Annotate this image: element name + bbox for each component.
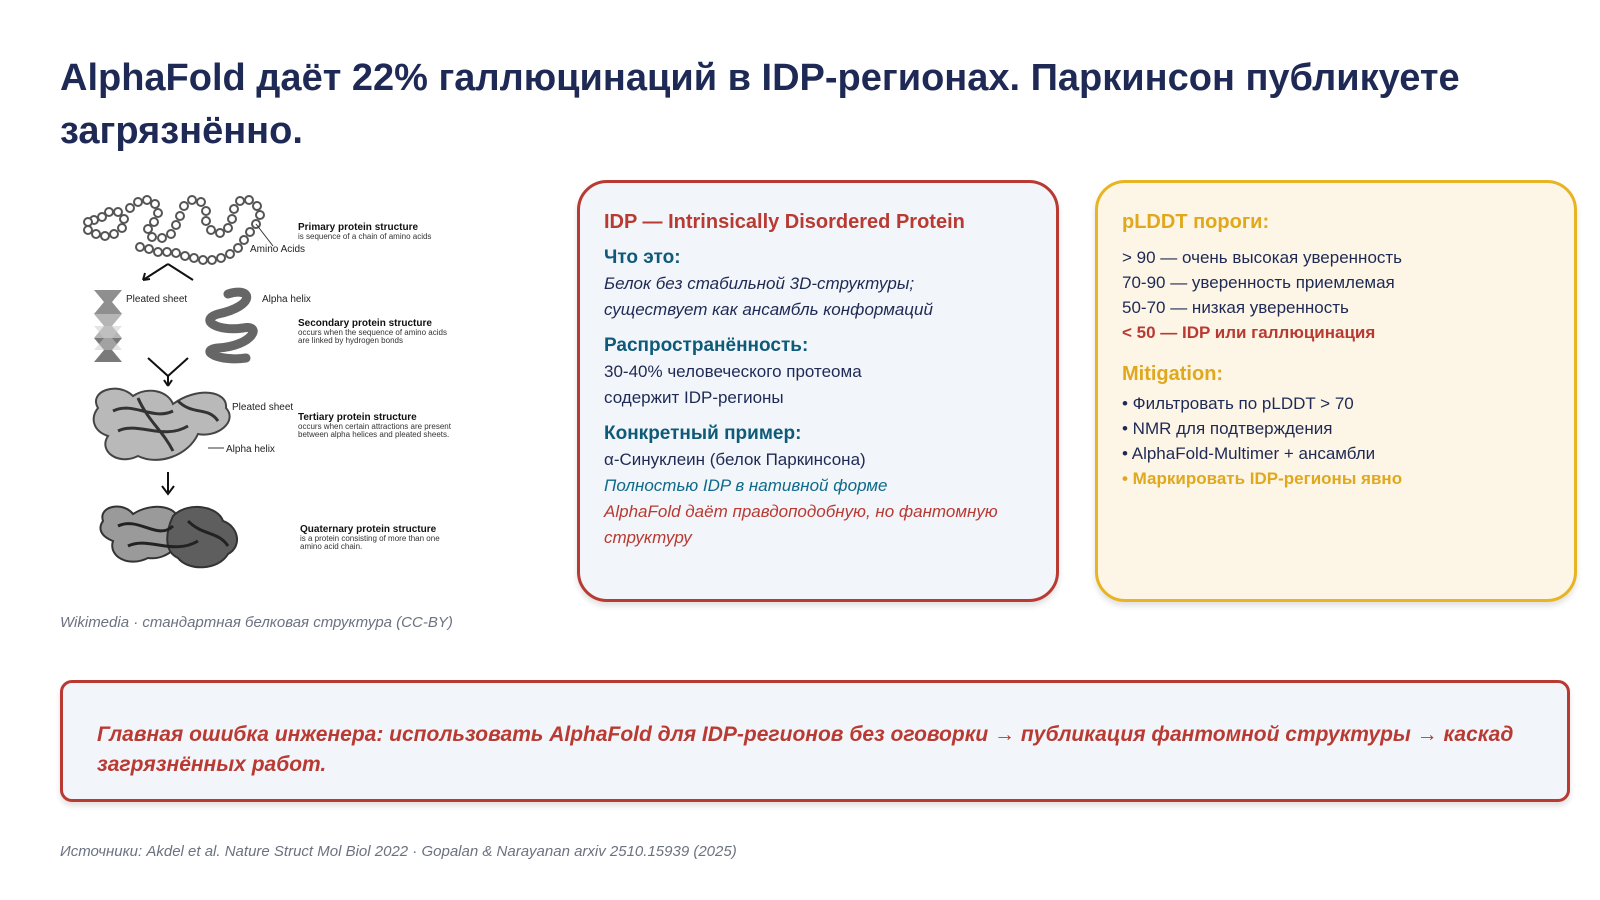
primary-bead-chain: [83, 195, 265, 265]
idp-definition-block: Что это: Белок без стабильной 3D-структу…: [604, 245, 1032, 323]
protein-structure-diagram: Amino Acids Primary protein structure is…: [83, 195, 452, 569]
mitigation-item-highlight: • Маркировать IDP-регионы явно: [1122, 469, 1403, 488]
mitigation-item: • NMR для подтверждения: [1122, 419, 1333, 438]
idp-example-line-1: α-Синуклеин (белок Паркинсона): [604, 450, 866, 469]
idp-example-line-3: AlphaFold даёт правдоподобную, но фантом…: [604, 502, 998, 521]
plddt-threshold-item: 70-90 — уверенность приемлемая: [1122, 273, 1395, 292]
primary-structure-desc: is sequence of a chain of amino acids: [298, 232, 431, 241]
quaternary-structure-title: Quaternary protein structure: [300, 524, 437, 535]
mitigation-heading: Mitigation:: [1122, 363, 1224, 385]
page-title: AlphaFold даёт 22% галлюцинаций в IDP-ре…: [60, 57, 1460, 152]
quaternary-structure-shape: [99, 505, 238, 569]
idp-prevalence-line-1: 30-40% человеческого протеома: [604, 362, 862, 381]
idp-prevalence-label: Распространённость:: [604, 335, 809, 356]
tertiary-structure-title: Tertiary protein structure: [298, 412, 417, 423]
tertiary-structure-shape: [92, 387, 231, 461]
tertiary-structure-desc-2: between alpha helices and pleated sheets…: [298, 430, 449, 439]
idp-example-label: Конкретный пример:: [604, 423, 802, 444]
alpha-helix-shape: [205, 287, 258, 364]
quaternary-structure-desc-1: is a protein consisting of more than one: [300, 534, 440, 543]
mitigation-item: • Фильтровать по pLDDT > 70: [1122, 394, 1354, 413]
plddt-card: pLDDT пороги: > 90 — очень высокая увере…: [1095, 180, 1577, 602]
idp-example-block: Конкретный пример: α-Синуклеин (белок Па…: [604, 421, 1032, 551]
key-takeaway-callout: Главная ошибка инженера: использовать Al…: [60, 680, 1570, 802]
idp-prevalence-block: Распространённость: 30-40% человеческого…: [604, 333, 1032, 411]
tertiary-structure-desc-1: occurs when certain attractions are pres…: [298, 422, 452, 431]
pleated-sheet-label: Pleated sheet: [126, 294, 187, 305]
plddt-threshold-list: > 90 — очень высокая уверенность 70-90 —…: [1122, 245, 1550, 345]
primary-structure-title: Primary protein structure: [298, 222, 418, 233]
secondary-structure-desc-2: are linked by hydrogen bonds: [298, 336, 403, 345]
mitigation-list: • Фильтровать по pLDDT > 70 • NMR для по…: [1122, 391, 1550, 491]
alpha-helix-label: Alpha helix: [262, 294, 311, 305]
sources-footnote: Источники: Akdel et al. Nature Struct Mo…: [60, 843, 737, 860]
plddt-threshold-item: > 90 — очень высокая уверенность: [1122, 248, 1403, 267]
pleated-sheet-label-2: Pleated sheet: [232, 402, 293, 413]
idp-what-label: Что это:: [604, 247, 681, 268]
quaternary-structure-desc-2: amino acid chain.: [300, 542, 362, 551]
secondary-structure-desc-1: occurs when the sequence of amino acids: [298, 328, 447, 337]
plddt-threshold-item: 50-70 — низкая уверенность: [1122, 298, 1349, 317]
mitigation-item: • AlphaFold-Multimer + ансамбли: [1122, 444, 1376, 463]
secondary-structure-title: Secondary protein structure: [298, 318, 432, 329]
idp-example-line-4: структуру: [604, 528, 692, 547]
figure-caption: Wikimedia · стандартная белковая структу…: [60, 614, 453, 631]
plddt-threshold-item-danger: < 50 — IDP или галлюцинация: [1122, 323, 1376, 342]
idp-example-line-2: Полностью IDP в нативной форме: [604, 476, 888, 495]
idp-prevalence-line-2: содержит IDP-регионы: [604, 388, 784, 407]
idp-what-line-1: Белок без стабильной 3D-структуры;: [604, 274, 915, 293]
idp-what-line-2: существует как ансамбль конформаций: [604, 300, 933, 319]
callout-text: Главная ошибка инженера: использовать Al…: [97, 723, 1514, 776]
idp-card-heading: IDP — Intrinsically Disordered Protein: [604, 211, 965, 233]
alpha-helix-label-2: Alpha helix: [226, 444, 275, 455]
amino-acids-label: Amino Acids: [250, 244, 305, 255]
pleated-sheet-shape: [94, 290, 122, 362]
plddt-card-heading: pLDDT пороги:: [1122, 211, 1270, 233]
idp-card: IDP — Intrinsically Disordered Protein Ч…: [577, 180, 1059, 602]
protein-structure-figure: Amino Acids Primary protein structure is…: [78, 186, 528, 586]
